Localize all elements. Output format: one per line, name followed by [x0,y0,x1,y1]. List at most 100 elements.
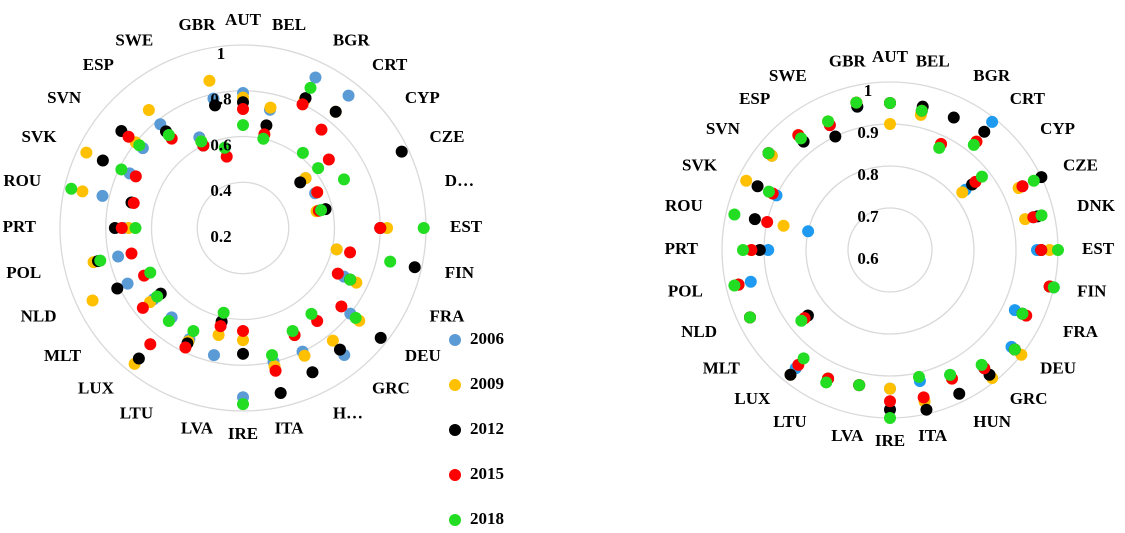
data-dot [112,250,125,263]
data-dot [748,213,761,226]
data-dot [743,311,756,324]
data-dot [884,395,896,408]
data-dot [884,403,896,416]
data-dot [967,138,980,151]
legend-dot [449,514,461,526]
data-dot [115,163,128,176]
data-dot [274,387,287,400]
data-dot [761,215,774,228]
data-dot [1016,307,1029,320]
data-dot [797,352,810,365]
data-dot [294,176,307,189]
category-label: CZE [1063,156,1098,175]
data-dot [122,130,135,143]
category-label: BGR [973,66,1011,85]
data-dot [187,325,200,338]
data-dot [829,130,842,143]
data-dot [96,154,109,167]
data-dot [344,273,357,286]
data-dot [129,222,142,234]
grid-ring [847,207,933,293]
grid-ring [105,90,381,366]
tick-label: 0.8 [210,90,231,109]
data-dot [80,146,93,159]
category-label: SVN [47,88,82,107]
data-dot [162,129,175,142]
data-dot [264,101,277,114]
data-dot [1016,180,1029,193]
data-dot [309,71,322,84]
data-dot [777,219,790,232]
data-dot [179,341,192,354]
data-dot [822,115,835,128]
tick-label: 0.6 [857,249,878,268]
category-label: DEU [405,346,441,365]
data-dot [144,338,157,351]
data-dot [286,325,299,338]
category-label: AUT [225,10,262,29]
category-label: SVK [22,127,58,146]
data-dot [920,403,933,416]
data-dot [395,145,408,158]
data-dot [1035,244,1048,256]
category-label: IRE [875,431,905,450]
category-label: DEU [1040,359,1076,378]
category-label: PRT [665,239,699,258]
category-label: IRE [228,424,258,443]
data-dot [203,74,216,87]
legend-dot [449,424,461,436]
data-dot [312,162,325,175]
data-dot [315,123,328,136]
data-dot [142,103,155,116]
data-dot [728,279,741,292]
data-dot [1052,244,1064,256]
data-dot [298,349,311,362]
tick-label: 1 [864,81,873,100]
data-dot [335,300,348,313]
grid-ring [196,181,290,275]
category-label: FIN [1077,282,1107,301]
category-label: H… [333,403,363,422]
data-dot [96,189,109,202]
data-dot [342,89,355,102]
data-dot [728,208,741,221]
data-dot [151,290,164,303]
category-label: MLT [703,359,741,378]
data-dot [304,81,317,94]
data-dot [745,244,758,256]
data-dot [751,180,764,193]
category-label: GBR [829,52,867,71]
data-dot [884,412,896,424]
category-label: GRC [1010,389,1048,408]
legend-label: 2006 [470,329,504,348]
data-dot [322,153,335,166]
data-dot [162,314,175,327]
data-dot [237,347,249,360]
tick-label: 0.4 [210,181,232,200]
data-dot [111,282,124,295]
category-label: ITA [918,426,948,445]
data-dot [762,185,775,198]
data-dot [986,115,999,128]
category-label: SWE [115,30,153,49]
category-label: BGR [333,30,371,49]
data-dot [65,182,78,195]
data-dot [740,174,753,187]
data-dot [94,254,107,267]
tick-label: 0.9 [857,123,878,142]
legend-label: 2012 [470,419,504,438]
category-label: DNK [1077,196,1116,215]
data-dot [237,398,249,411]
data-dot [917,391,930,404]
data-dot [329,105,342,118]
data-dot [953,387,966,400]
data-dot [384,255,397,268]
tick-label: 0.8 [857,165,878,184]
category-label: BEL [272,15,306,34]
data-dot [762,244,775,256]
data-dot [884,382,896,395]
tick-label: 0.2 [210,227,231,246]
legend-label: 2015 [470,464,504,483]
data-dot [744,275,757,288]
